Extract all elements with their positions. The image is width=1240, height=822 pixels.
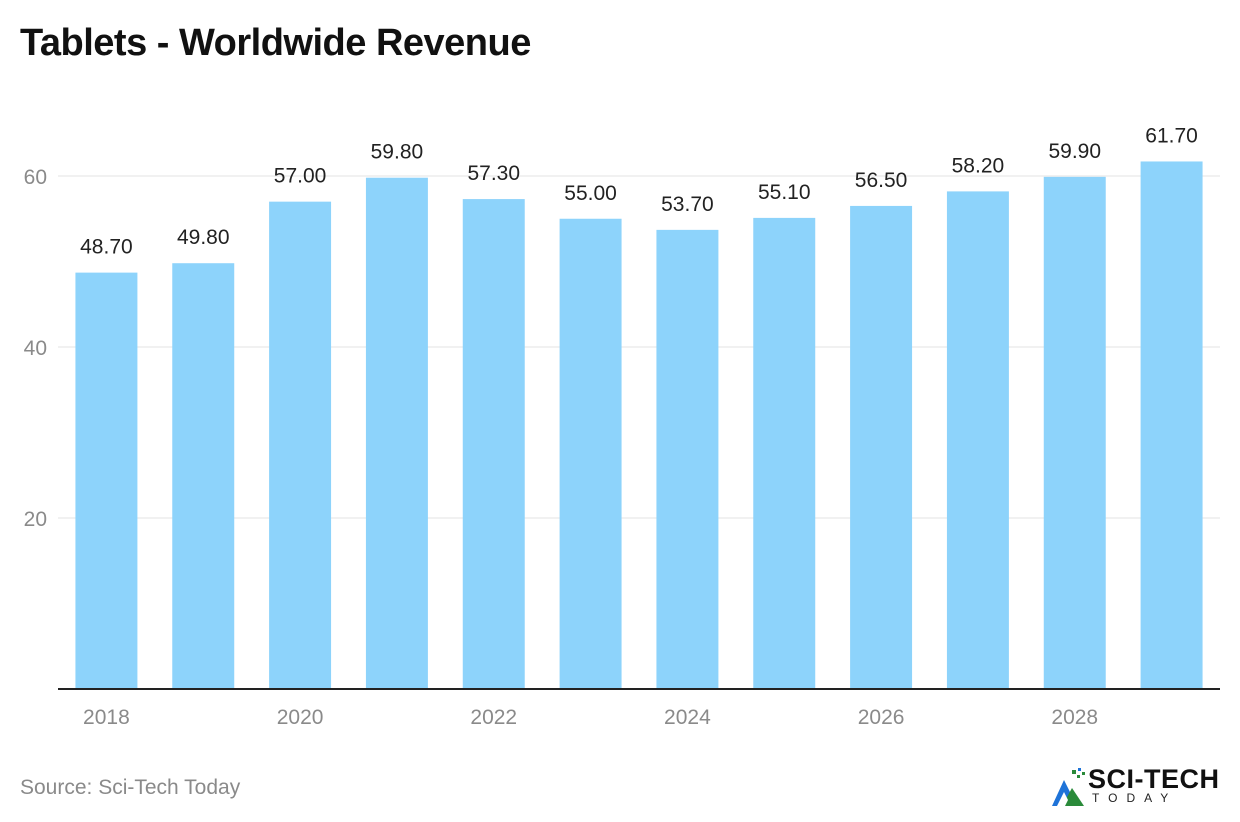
chart-title: Tablets - Worldwide Revenue <box>20 22 531 64</box>
y-tick-label: 20 <box>24 508 47 531</box>
data-label: 49.80 <box>177 226 230 249</box>
x-tick-label: 2022 <box>470 706 517 729</box>
logo-mountain-icon <box>1052 768 1085 806</box>
bar <box>1140 161 1203 690</box>
bar <box>172 263 235 689</box>
bar <box>753 217 816 689</box>
data-label: 59.90 <box>1048 140 1101 163</box>
data-label: 55.00 <box>564 182 617 205</box>
bar-series <box>75 161 1203 690</box>
bar-chart: 48.70 49.80 57.00 59.80 57.30 55.00 53.70 55.10… <box>24 124 1220 729</box>
logo-wordmark: SCI-TECH <box>1088 764 1220 794</box>
y-tick-label: 60 <box>24 166 47 189</box>
source-note: Source: Sci-Tech Today <box>20 776 241 799</box>
data-labels: 48.70 49.80 57.00 59.80 57.30 55.00 53.70 55.10… <box>80 124 1198 258</box>
data-label: 48.70 <box>80 236 133 259</box>
bar <box>462 199 525 689</box>
x-tick-label: 2024 <box>664 706 711 729</box>
grid-lines <box>58 175 1220 519</box>
bar <box>1043 176 1106 690</box>
bar <box>75 272 138 689</box>
bar <box>365 177 428 689</box>
data-label: 59.80 <box>371 141 424 164</box>
x-tick-label: 2018 <box>83 706 130 729</box>
data-label: 58.20 <box>952 154 1005 177</box>
y-tick-label: 40 <box>24 337 47 360</box>
bar <box>656 229 719 690</box>
bar <box>946 191 1009 689</box>
bar <box>850 205 913 690</box>
data-label: 57.30 <box>467 162 520 185</box>
data-label: 55.10 <box>758 181 811 204</box>
logo-subtitle: TODAY <box>1092 791 1178 805</box>
axes: 20 40 60 2018 2020 2022 2024 2026 2028 <box>24 166 1220 729</box>
data-label: 56.50 <box>855 169 908 192</box>
data-label: 61.70 <box>1145 124 1198 147</box>
bar <box>269 201 332 689</box>
sci-tech-logo: SCI-TECH TODAY <box>1050 764 1225 810</box>
x-tick-label: 2026 <box>858 706 905 729</box>
data-label: 57.00 <box>274 165 327 188</box>
x-tick-label: 2020 <box>277 706 324 729</box>
bar <box>559 218 622 689</box>
data-label: 53.70 <box>661 193 714 216</box>
x-tick-label: 2028 <box>1051 706 1098 729</box>
